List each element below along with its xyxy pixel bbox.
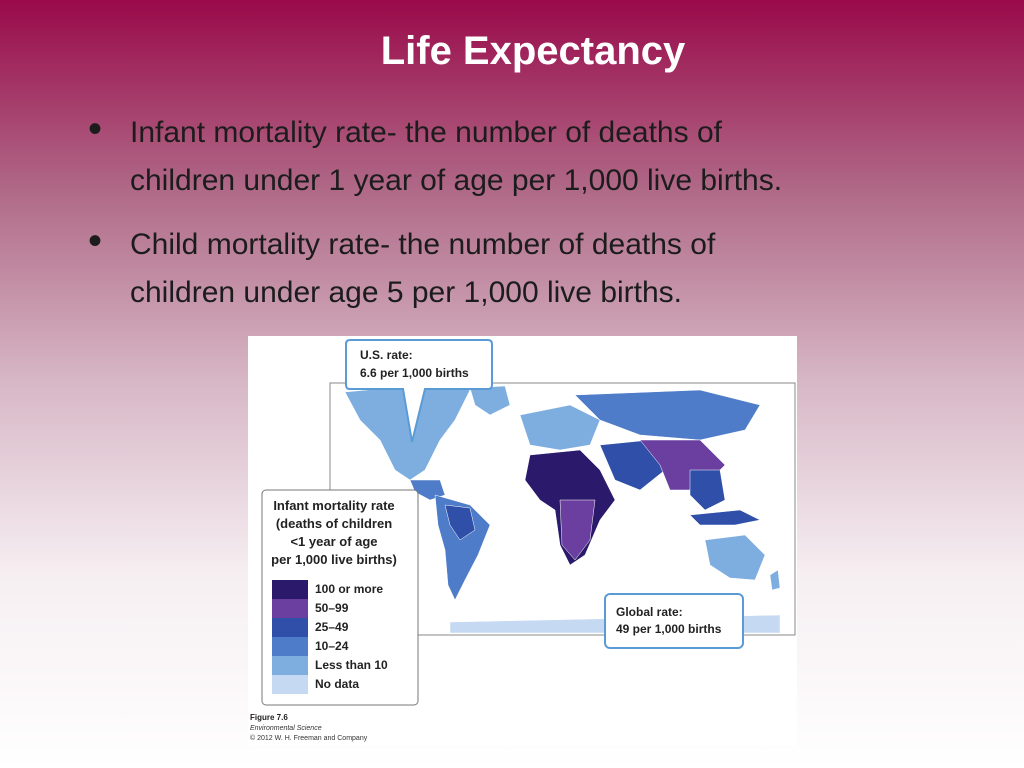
callout-text: 49 per 1,000 births [616, 622, 722, 636]
legend-swatch [272, 637, 308, 656]
callout-text: 6.6 per 1,000 births [360, 366, 469, 380]
world-map [344, 384, 781, 634]
legend-swatch [272, 580, 308, 599]
global-callout: Global rate: 49 per 1,000 births [604, 593, 744, 649]
callout-box [604, 593, 744, 649]
bullet-line: Child mortality rate- the number of deat… [130, 228, 716, 261]
legend-label: 100 or more [315, 582, 383, 596]
legend-title: <1 year of age [290, 534, 377, 549]
figure-caption: Environmental Science [250, 725, 322, 732]
legend-swatch [272, 618, 308, 637]
legend-label: 10–24 [315, 639, 349, 653]
bullet-line: children under age 5 per 1,000 live birt… [130, 276, 682, 309]
figure-caption: Figure 7.6 [250, 713, 288, 722]
us-callout: U.S. rate: 6.6 per 1,000 births [345, 339, 493, 443]
legend-label: Less than 10 [315, 658, 388, 672]
bullet-dot: • [88, 107, 102, 151]
legend-label: No data [315, 677, 359, 691]
legend-title: Infant mortality rate [273, 498, 394, 513]
legend: Infant mortality rate (deaths of childre… [261, 489, 419, 706]
legend-label: 25–49 [315, 620, 349, 634]
legend-swatch [272, 599, 308, 618]
bullet-line: children under 1 year of age per 1,000 l… [130, 164, 782, 197]
legend-title: per 1,000 live births) [271, 552, 397, 567]
legend-swatch [272, 675, 308, 694]
bullet-dot: • [88, 219, 102, 263]
callout-text: U.S. rate: [360, 348, 413, 362]
callout-box [345, 339, 493, 443]
legend-label: 50–99 [315, 601, 349, 615]
legend-title: (deaths of children [276, 516, 392, 531]
figure: U.S. rate: 6.6 per 1,000 births Global r… [248, 336, 797, 746]
figure-caption: © 2012 W. H. Freeman and Company [250, 734, 368, 742]
callout-text: Global rate: [616, 605, 683, 619]
slide-title: Life Expectancy [381, 29, 686, 73]
legend-swatch [272, 656, 308, 675]
bullet-line: Infant mortality rate- the number of dea… [130, 116, 723, 149]
